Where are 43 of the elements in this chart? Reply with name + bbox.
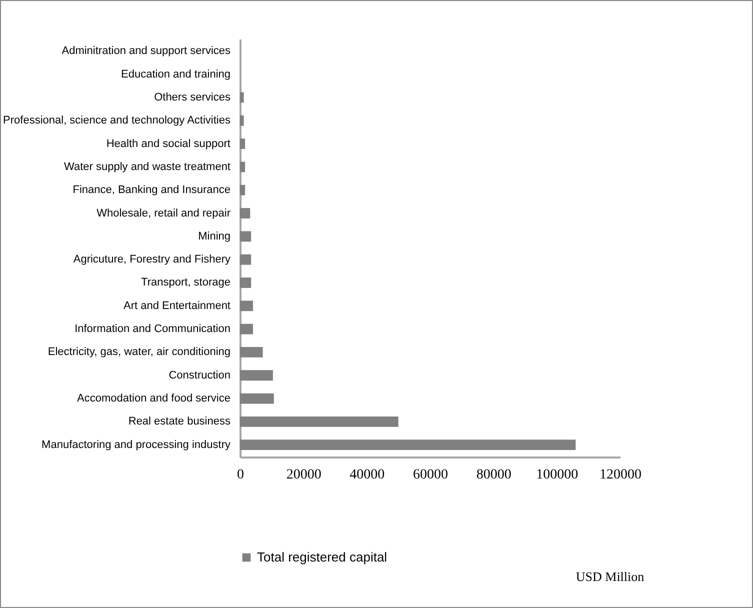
bar bbox=[240, 254, 252, 265]
bar bbox=[240, 208, 250, 218]
bar bbox=[240, 162, 246, 172]
bar bbox=[240, 278, 252, 288]
x-tick-label: 20000 bbox=[286, 468, 322, 482]
bar bbox=[240, 324, 253, 334]
bar bbox=[240, 347, 263, 358]
x-tick-label: 0 bbox=[237, 468, 244, 482]
legend-label: Total registered capital bbox=[257, 550, 388, 564]
bar bbox=[240, 300, 253, 312]
y-tick-label: Professional, science and technology Activities bbox=[3, 114, 231, 127]
y-tick-label: Finance, Banking and Insurance bbox=[72, 184, 230, 196]
x-tick-label: 60000 bbox=[413, 468, 448, 482]
bar bbox=[240, 92, 244, 103]
y-tick-label: Information and Communication bbox=[74, 323, 230, 336]
y-tick-label: Transport, storage bbox=[141, 276, 230, 289]
bar bbox=[240, 393, 274, 404]
y-tick-label: Manufactoring and processing industry bbox=[42, 438, 231, 451]
y-tick-label: Agricuture, Forestry and Fishery bbox=[73, 254, 231, 266]
y-tick-label: Others services bbox=[154, 91, 231, 104]
y-tick-label: Education and training bbox=[121, 68, 230, 80]
x-tick-label: 100000 bbox=[536, 468, 578, 482]
y-tick-label: Adminitration and support services bbox=[62, 45, 231, 58]
bar bbox=[240, 416, 398, 427]
y-tick-label: Art and Entertainment bbox=[123, 300, 230, 312]
bar bbox=[240, 138, 246, 149]
bar bbox=[240, 370, 273, 381]
bar bbox=[240, 115, 244, 126]
y-tick-label: Real estate business bbox=[128, 416, 231, 428]
x-tick-label: 40000 bbox=[350, 468, 385, 482]
y-tick-label: Water supply and waste treatment bbox=[64, 160, 230, 173]
x-tick-label: 80000 bbox=[476, 468, 512, 482]
bar bbox=[240, 440, 576, 450]
bar bbox=[240, 231, 252, 242]
text: USD Million bbox=[576, 569, 645, 584]
y-tick-label: Wholesale, retail and repair bbox=[96, 207, 231, 220]
x-tick-label: 120000 bbox=[600, 468, 642, 482]
y-tick-label: Accomodation and food service bbox=[77, 392, 230, 405]
y-tick-label: Construction bbox=[168, 369, 230, 382]
bar bbox=[240, 184, 246, 196]
y-tick-label: Electricity, gas, water, air conditioning bbox=[48, 346, 230, 358]
y-tick-label: Mining bbox=[198, 230, 230, 242]
y-tick-label: Health and social support bbox=[106, 138, 230, 150]
